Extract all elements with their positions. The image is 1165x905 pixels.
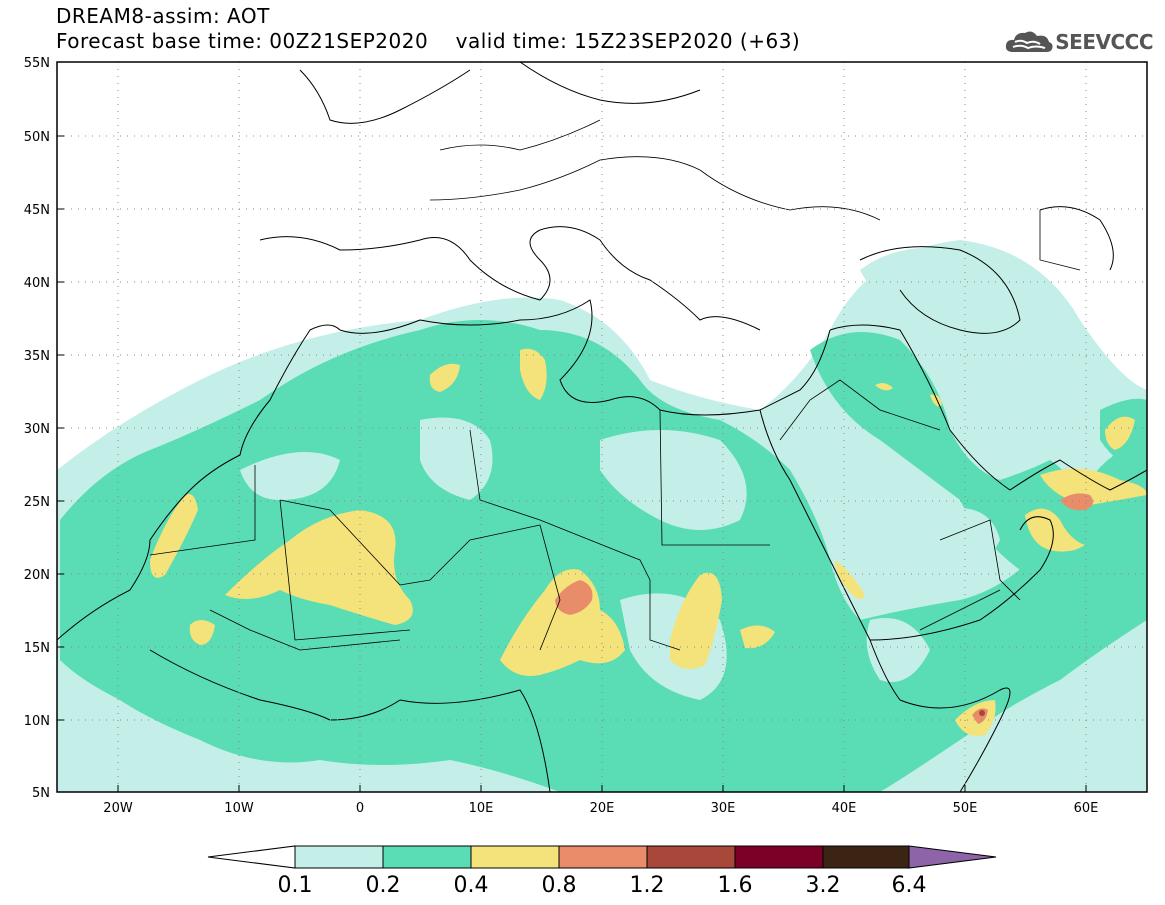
lat-label: 25N bbox=[24, 495, 50, 510]
lat-label: 20N bbox=[24, 568, 50, 583]
colorbar-swatch bbox=[822, 845, 910, 869]
colorbar-swatch bbox=[294, 845, 384, 869]
lat-label: 40N bbox=[24, 276, 50, 291]
colorbar-swatch bbox=[734, 845, 824, 869]
lat-label: 45N bbox=[24, 203, 50, 218]
logo-text: SEEVCCC bbox=[1055, 30, 1153, 54]
colorbar: 0.1 0.2 0.4 0.8 1.2 1.6 3.2 6.4 bbox=[207, 845, 997, 898]
aot-field bbox=[57, 62, 1147, 792]
lon-label: 60E bbox=[1074, 801, 1099, 816]
lon-label: 30E bbox=[711, 801, 736, 816]
colorbar-arrow-below bbox=[207, 845, 296, 869]
lon-label: 10W bbox=[224, 801, 254, 816]
forecast-time-line: Forecast base time: 00Z21SEP2020 valid t… bbox=[56, 29, 801, 53]
lon-label: 20E bbox=[590, 801, 615, 816]
lat-label: 50N bbox=[24, 130, 50, 145]
aot-band-0.4 bbox=[150, 348, 1147, 736]
colorbar-label: 3.2 bbox=[806, 873, 841, 898]
graticule bbox=[57, 62, 1147, 792]
lat-label: 10N bbox=[24, 714, 50, 729]
lon-label: 20W bbox=[103, 801, 133, 816]
aot-band-1.6 bbox=[979, 710, 985, 716]
lon-label: 40E bbox=[832, 801, 857, 816]
lat-labels: 55N 50N 45N 40N 35N 30N 25N 20N 15N 10N … bbox=[24, 56, 50, 801]
lat-label: 15N bbox=[24, 641, 50, 656]
lat-label: 5N bbox=[32, 786, 50, 801]
axis-ticks bbox=[57, 135, 1087, 792]
aot-band-0.8 bbox=[555, 493, 1094, 724]
lon-label: 10E bbox=[469, 801, 494, 816]
colorbar-label: 0.2 bbox=[366, 873, 401, 898]
colorbar-arrow-above bbox=[908, 845, 997, 869]
lat-label: 35N bbox=[24, 349, 50, 364]
colorbar-label: 0.1 bbox=[278, 873, 313, 898]
aot-band-0.2 bbox=[60, 320, 1147, 792]
colorbar-swatch bbox=[646, 845, 736, 869]
colorbar-label: 1.6 bbox=[718, 873, 753, 898]
lat-label: 55N bbox=[24, 56, 50, 71]
colorbar-swatch bbox=[558, 845, 648, 869]
lon-labels: 20W 10W 0 10E 20E 30E 40E 50E 60E bbox=[103, 801, 1098, 816]
colorbar-label: 1.2 bbox=[630, 873, 665, 898]
coastlines bbox=[57, 62, 1147, 792]
country-borders bbox=[149, 119, 1081, 651]
colorbar-label: 0.8 bbox=[542, 873, 577, 898]
seevccc-logo: SEEVCCC bbox=[1003, 28, 1153, 56]
map-title: DREAM8-assim: AOT bbox=[56, 4, 270, 28]
lon-label: 50E bbox=[953, 801, 978, 816]
colorbar-label: 6.4 bbox=[892, 873, 927, 898]
lon-label: 0 bbox=[356, 801, 364, 816]
colorbar-label: 0.4 bbox=[454, 873, 489, 898]
colorbar-swatch bbox=[470, 845, 560, 869]
lat-label: 30N bbox=[24, 422, 50, 437]
cloud-logo-icon bbox=[1006, 31, 1053, 52]
colorbar-swatch bbox=[382, 845, 472, 869]
